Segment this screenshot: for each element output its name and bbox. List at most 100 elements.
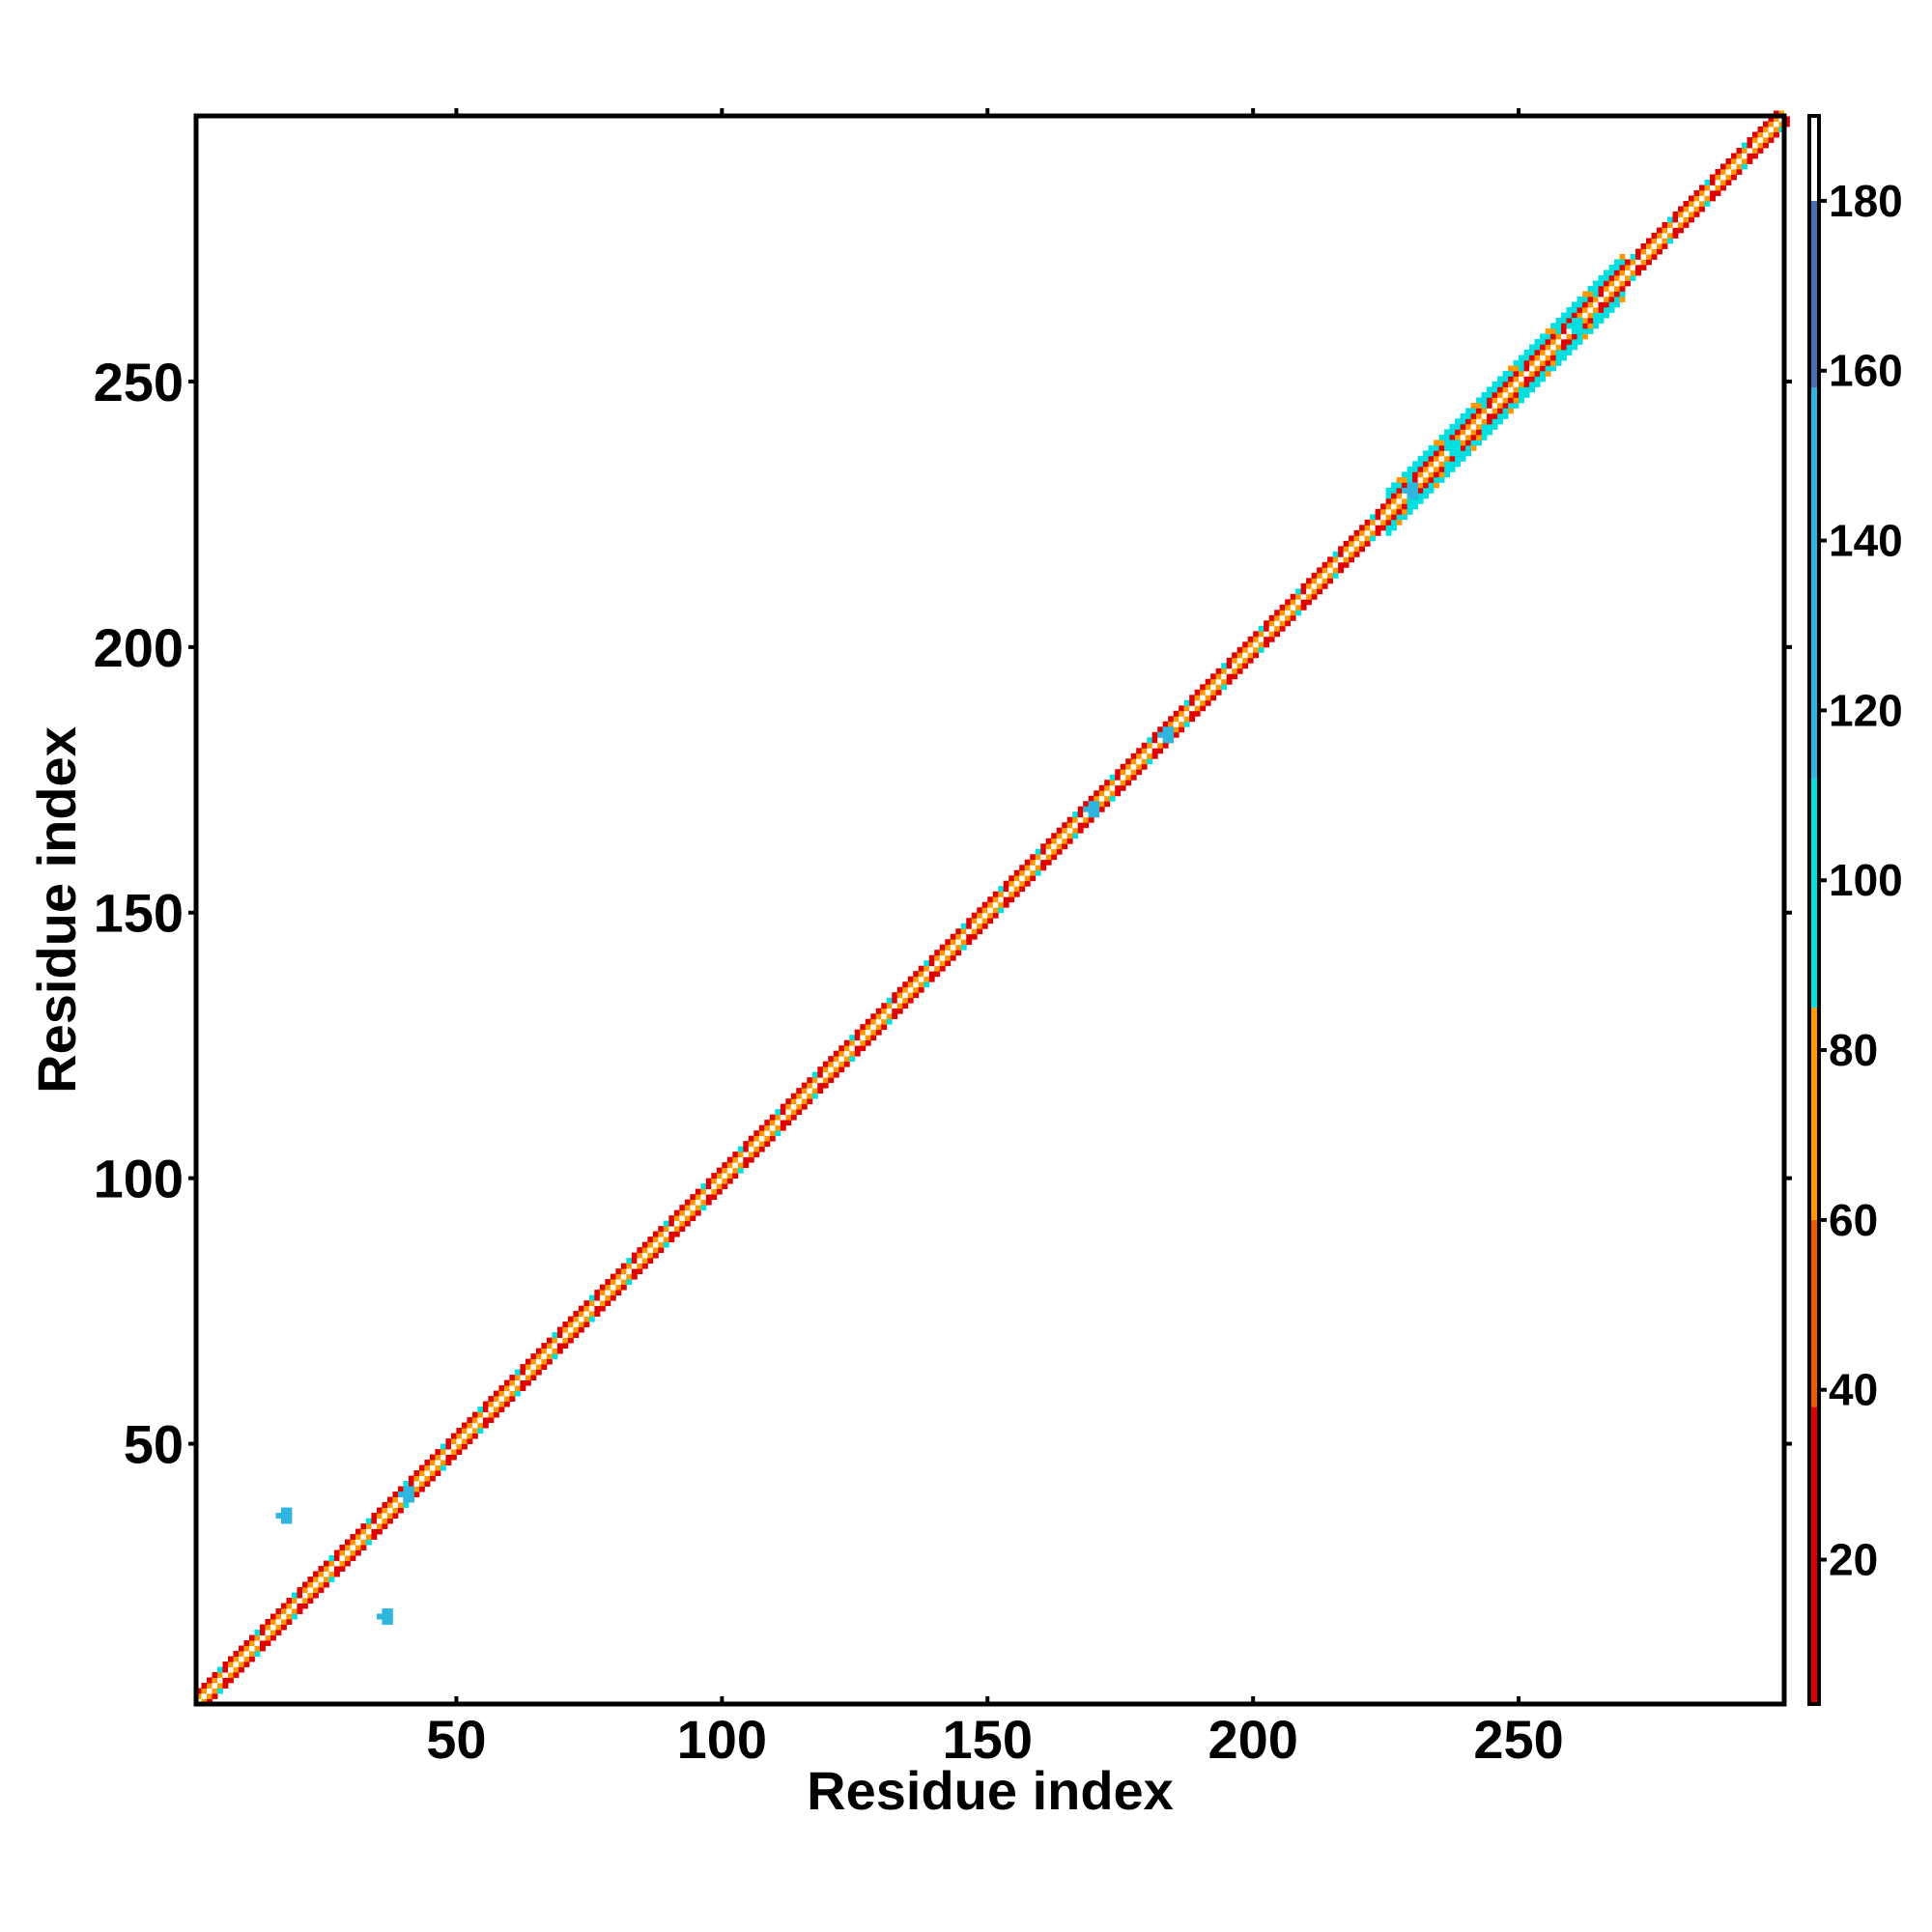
heatmap-cell <box>1428 455 1435 462</box>
heatmap-cell <box>445 1460 452 1465</box>
heatmap-cell <box>955 933 962 940</box>
heatmap-cell <box>1402 503 1408 510</box>
heatmap-cell <box>1651 253 1658 260</box>
heatmap-cell <box>1470 444 1477 451</box>
heatmap-cell <box>355 1539 361 1546</box>
heatmap-cell <box>1646 253 1652 260</box>
heatmap-cell <box>732 1167 739 1174</box>
heatmap-cluster-cell <box>408 1492 414 1497</box>
heatmap-cell <box>934 971 941 978</box>
heatmap-cell <box>1747 153 1753 159</box>
heatmap-cell <box>902 986 909 993</box>
heatmap-cell <box>722 1167 728 1174</box>
heatmap-cell <box>1215 668 1222 674</box>
heatmap-cell <box>280 1613 287 1620</box>
heatmap-cell <box>1476 408 1482 414</box>
heatmap-cell <box>1279 610 1286 616</box>
heatmap-cluster-cell <box>1455 444 1461 451</box>
heatmap-cell <box>695 1199 701 1206</box>
heatmap-cell <box>392 1513 399 1519</box>
heatmap-cell <box>673 1226 680 1233</box>
heatmap-cell <box>1205 689 1211 696</box>
heatmap-cell <box>1200 684 1207 691</box>
heatmap-cell <box>1534 355 1541 361</box>
heatmap-cell <box>365 1539 372 1546</box>
heatmap-cell <box>1763 142 1769 149</box>
heatmap-cell <box>822 1077 829 1084</box>
heatmap-cell <box>1423 482 1430 489</box>
heatmap-cell <box>992 912 999 919</box>
heatmap-cell <box>1508 408 1514 414</box>
heatmap-cell <box>1519 355 1524 361</box>
heatmap-cell <box>1258 625 1264 632</box>
heatmap-cell <box>1098 795 1105 802</box>
heatmap-cell <box>573 1321 580 1328</box>
heatmap-cell <box>212 1693 218 1699</box>
heatmap-cell <box>1253 631 1260 638</box>
heatmap-cell <box>1115 784 1122 791</box>
heatmap-cell <box>1423 476 1430 483</box>
heatmap-cell <box>769 1135 776 1142</box>
heatmap-cell <box>1285 604 1292 611</box>
heatmap-cell <box>1396 487 1403 494</box>
heatmap-cell <box>1508 397 1514 404</box>
heatmap-cell <box>1657 232 1662 239</box>
heatmap-cell <box>429 1460 436 1465</box>
heatmap-cell <box>663 1241 669 1248</box>
plot-frame <box>193 113 1787 1707</box>
heatmap-cell <box>238 1651 244 1657</box>
heatmap-cell <box>695 1209 701 1216</box>
heatmap-cell <box>780 1109 786 1116</box>
heatmap-cell <box>690 1199 696 1206</box>
heatmap-cell <box>1370 529 1377 536</box>
heatmap-cell <box>737 1162 744 1169</box>
heatmap-cell <box>1604 312 1609 319</box>
heatmap-cell <box>1492 418 1498 425</box>
heatmap-cell <box>1349 551 1355 557</box>
heatmap-cell <box>1476 402 1482 409</box>
heatmap-cell <box>599 1300 606 1307</box>
heatmap-cell <box>679 1220 686 1227</box>
colorbar-band <box>1809 1219 1819 1407</box>
heatmap-cell <box>690 1215 696 1222</box>
heatmap-cell <box>923 971 930 978</box>
heatmap-cell <box>1550 333 1556 340</box>
heatmap-cell <box>1168 716 1175 723</box>
heatmap-cell <box>1752 142 1758 149</box>
heatmap-cell <box>934 950 941 956</box>
heatmap-cell <box>222 1662 229 1667</box>
heatmap-cell <box>1667 216 1673 223</box>
heatmap-cell <box>440 1464 446 1471</box>
heatmap-cell <box>552 1343 558 1350</box>
heatmap-cell <box>668 1220 675 1227</box>
heatmap-cell <box>849 1045 856 1052</box>
heatmap-cell <box>1343 556 1350 563</box>
heatmap-cell <box>1778 110 1785 117</box>
heatmap-cell <box>923 981 930 988</box>
heatmap-cell <box>1593 312 1599 319</box>
heatmap-cell <box>923 965 930 972</box>
heatmap-cluster-cell <box>280 1518 287 1524</box>
heatmap-cell <box>1268 625 1275 632</box>
heatmap-cell <box>631 1258 638 1264</box>
heatmap-cell <box>307 1587 314 1593</box>
heatmap-cell <box>301 1603 308 1609</box>
heatmap-cell <box>1242 663 1249 669</box>
heatmap-cell <box>1013 886 1020 893</box>
heatmap-cluster-cell <box>397 1492 404 1497</box>
heatmap-cell <box>1614 291 1620 298</box>
heatmap-cell <box>896 1008 903 1014</box>
heatmap-cell <box>1024 869 1031 876</box>
heatmap-cell <box>1130 769 1137 776</box>
heatmap-cell <box>1752 147 1758 154</box>
heatmap-cell <box>1582 317 1588 324</box>
heatmap-cell <box>207 1698 213 1705</box>
heatmap-cell <box>1534 338 1541 345</box>
heatmap-cluster-cell <box>1449 440 1456 446</box>
heatmap-cell <box>307 1598 314 1604</box>
heatmap-cell <box>886 1018 893 1025</box>
heatmap-cell <box>1502 397 1509 404</box>
heatmap-cell <box>482 1406 489 1412</box>
heatmap-cell <box>1104 784 1111 791</box>
